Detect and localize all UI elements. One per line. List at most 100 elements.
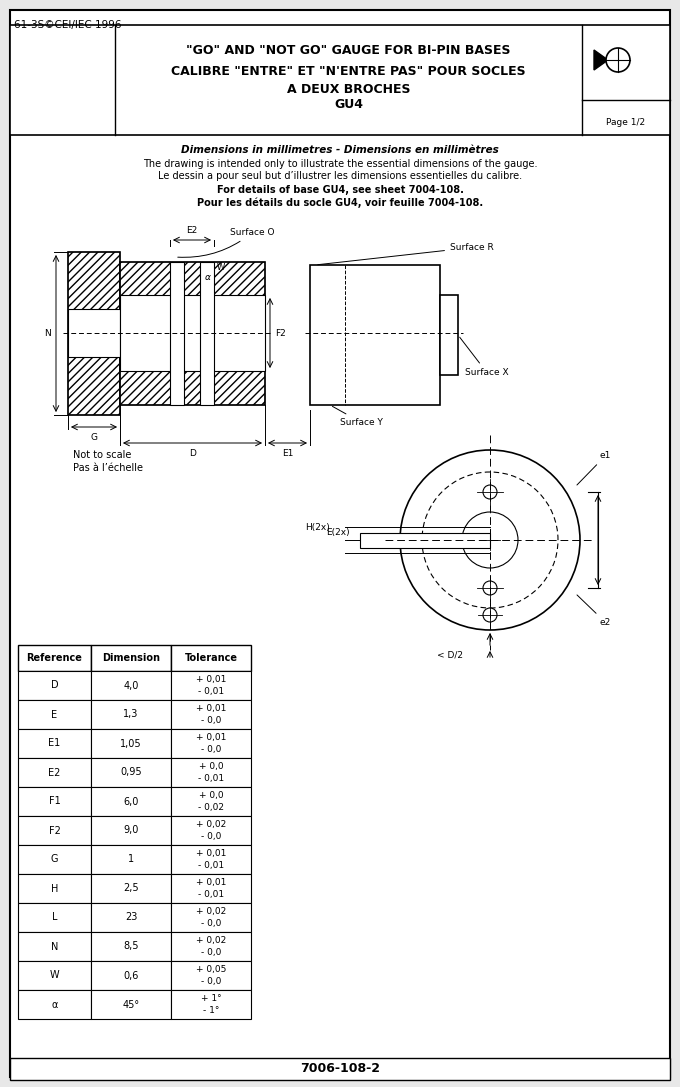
Circle shape <box>483 485 497 499</box>
Text: Surface R: Surface R <box>318 243 494 265</box>
Text: F2: F2 <box>275 328 286 337</box>
Text: + 0,01: + 0,01 <box>196 704 226 713</box>
Polygon shape <box>594 50 608 70</box>
Bar <box>171 758 251 787</box>
Text: + 1°: + 1° <box>201 995 221 1003</box>
Text: E2: E2 <box>48 767 61 777</box>
Text: D: D <box>189 449 196 458</box>
Bar <box>91 932 171 961</box>
Bar <box>18 700 91 729</box>
Text: 2,5: 2,5 <box>123 884 139 894</box>
Circle shape <box>422 472 558 608</box>
Text: + 0,0: + 0,0 <box>199 762 223 771</box>
Text: 8,5: 8,5 <box>123 941 139 951</box>
Text: Reference: Reference <box>27 653 82 663</box>
Text: α: α <box>51 1000 58 1010</box>
Text: < D/2: < D/2 <box>437 650 463 659</box>
Text: 0,6: 0,6 <box>123 971 139 980</box>
Text: - 0,0: - 0,0 <box>201 919 221 928</box>
Text: G: G <box>90 433 97 442</box>
Bar <box>91 961 171 990</box>
Bar <box>91 816 171 845</box>
Bar <box>68 252 120 415</box>
Text: 7006-108-2: 7006-108-2 <box>300 1062 380 1075</box>
Bar <box>18 758 91 787</box>
Text: E1: E1 <box>48 738 61 749</box>
Bar <box>91 874 171 903</box>
Bar <box>18 932 91 961</box>
Text: - 0,01: - 0,01 <box>198 774 224 783</box>
Text: + 0,0: + 0,0 <box>199 791 223 800</box>
Text: 9,0: 9,0 <box>123 825 139 836</box>
Bar <box>18 874 91 903</box>
Bar <box>171 903 251 932</box>
Text: Dimension: Dimension <box>102 653 160 663</box>
Text: - 0,0: - 0,0 <box>201 977 221 986</box>
Bar <box>171 990 251 1019</box>
Circle shape <box>462 512 518 569</box>
Text: E(2x): E(2x) <box>326 528 350 537</box>
Bar <box>18 787 91 816</box>
Text: - 0,01: - 0,01 <box>198 890 224 899</box>
Text: 1: 1 <box>128 854 134 864</box>
Text: "GO" AND "NOT GO" GAUGE FOR BI-PIN BASES: "GO" AND "NOT GO" GAUGE FOR BI-PIN BASES <box>186 43 511 57</box>
Text: Le dessin a pour seul but d’illustrer les dimensions essentielles du calibre.: Le dessin a pour seul but d’illustrer le… <box>158 171 522 182</box>
Text: 6,0: 6,0 <box>123 797 139 807</box>
Text: N: N <box>44 328 51 337</box>
Text: Surface O: Surface O <box>177 228 275 258</box>
Bar <box>171 961 251 990</box>
Text: W: W <box>50 971 59 980</box>
Text: L: L <box>52 912 57 923</box>
Circle shape <box>483 608 497 622</box>
Text: + 0,02: + 0,02 <box>196 821 226 829</box>
Text: - 0,0: - 0,0 <box>201 716 221 725</box>
Text: Dimensions in millimetres - Dimensions en millimètres: Dimensions in millimetres - Dimensions e… <box>181 145 499 155</box>
Bar <box>171 787 251 816</box>
Bar <box>171 816 251 845</box>
Circle shape <box>606 48 630 72</box>
Circle shape <box>483 580 497 595</box>
Bar <box>91 729 171 758</box>
Text: D: D <box>51 680 58 690</box>
Text: E: E <box>52 710 58 720</box>
Bar <box>360 533 490 548</box>
Bar <box>171 645 251 671</box>
Bar <box>18 845 91 874</box>
Text: F1: F1 <box>49 797 61 807</box>
Circle shape <box>400 450 580 630</box>
Text: Tolerance: Tolerance <box>184 653 237 663</box>
Bar <box>10 1058 670 1080</box>
Bar <box>91 903 171 932</box>
Text: Page 1/2: Page 1/2 <box>607 118 645 127</box>
Text: + 0,01: + 0,01 <box>196 849 226 859</box>
Text: + 0,05: + 0,05 <box>196 965 226 974</box>
Text: 0,95: 0,95 <box>120 767 142 777</box>
Text: + 0,02: + 0,02 <box>196 936 226 946</box>
Bar <box>91 700 171 729</box>
Text: The drawing is intended only to illustrate the essential dimensions of the gauge: The drawing is intended only to illustra… <box>143 159 537 168</box>
Text: 23: 23 <box>125 912 137 923</box>
Bar <box>18 816 91 845</box>
Text: Not to scale: Not to scale <box>73 450 131 460</box>
Text: CALIBRE "ENTRE" ET "N'ENTRE PAS" POUR SOCLES: CALIBRE "ENTRE" ET "N'ENTRE PAS" POUR SO… <box>171 65 526 78</box>
Bar <box>170 262 184 405</box>
Bar <box>200 262 214 405</box>
Text: For details of base GU4, see sheet 7004-108.: For details of base GU4, see sheet 7004-… <box>216 185 464 195</box>
Bar <box>171 700 251 729</box>
Text: + 0,01: + 0,01 <box>196 734 226 742</box>
Text: E2: E2 <box>186 226 198 235</box>
Bar <box>18 729 91 758</box>
Text: - 1°: - 1° <box>203 1005 219 1015</box>
Bar <box>171 874 251 903</box>
Text: A DEUX BROCHES: A DEUX BROCHES <box>287 83 410 96</box>
Text: 1,3: 1,3 <box>123 710 139 720</box>
Text: e1: e1 <box>577 451 611 485</box>
Text: Surface X: Surface X <box>460 337 509 377</box>
Bar <box>171 845 251 874</box>
Bar <box>91 845 171 874</box>
Bar <box>91 758 171 787</box>
Text: 4,0: 4,0 <box>123 680 139 690</box>
Text: H(2x): H(2x) <box>305 523 330 532</box>
Bar <box>120 295 265 371</box>
Text: Surface Y: Surface Y <box>333 407 383 427</box>
